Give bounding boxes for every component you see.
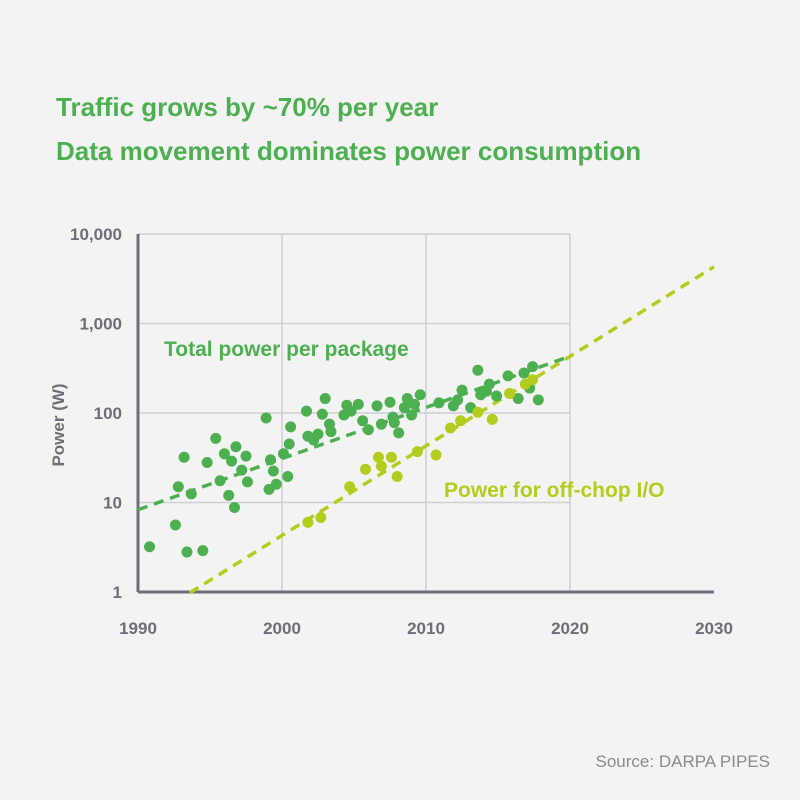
- total-power-point: [201, 456, 213, 468]
- y-tick-label: 1,000: [79, 315, 122, 334]
- x-tick-label: 2000: [263, 619, 301, 638]
- total-power-point: [345, 405, 357, 417]
- total-power-point: [214, 475, 226, 487]
- io-power-point: [472, 406, 484, 418]
- total-power-point: [267, 465, 279, 477]
- total-power-point: [512, 393, 524, 405]
- io-power-point: [527, 374, 539, 386]
- io-power-point: [372, 451, 384, 463]
- io-power-point: [486, 413, 498, 425]
- y-tick-label: 10: [103, 494, 122, 513]
- io-power-point: [391, 471, 403, 483]
- total-power-point: [352, 398, 364, 410]
- total-power-point: [226, 455, 238, 467]
- total-power-point: [456, 384, 468, 396]
- x-tick-label: 1990: [119, 619, 157, 638]
- total-power-point: [260, 412, 272, 424]
- annotations: Total power per package Power for off-cho…: [164, 338, 665, 502]
- total-power-point: [472, 364, 484, 376]
- total-power-point: [240, 450, 252, 462]
- io-power-point: [344, 481, 356, 493]
- axes: [136, 234, 714, 594]
- total-power-point: [388, 417, 400, 429]
- total-power-point: [197, 545, 209, 557]
- trend-line: [137, 354, 571, 512]
- total-power-point: [398, 402, 410, 414]
- total-power-point: [228, 501, 240, 513]
- total-power-point: [408, 398, 420, 410]
- label-io-power: Power for off-chop I/O: [444, 479, 665, 502]
- total-power-point: [181, 546, 193, 558]
- io-power-point: [444, 422, 456, 434]
- headline-traffic: Traffic grows by ~70% per year: [56, 92, 439, 122]
- x-tick-label: 2010: [407, 619, 445, 638]
- y-tick-label: 10,000: [70, 225, 122, 244]
- total-power-point: [375, 418, 387, 430]
- total-power-point: [236, 464, 248, 476]
- io-power-point: [430, 449, 442, 461]
- total-power-point: [210, 432, 222, 444]
- total-power-point: [518, 367, 530, 379]
- total-power-point: [393, 427, 405, 439]
- total-power-point: [185, 488, 197, 500]
- data-points: [144, 361, 544, 558]
- y-axis-label: Power (W): [49, 383, 68, 466]
- total-power-point: [172, 481, 184, 493]
- total-power-point: [406, 409, 418, 421]
- io-power-point: [504, 388, 516, 400]
- total-power-point: [502, 370, 514, 382]
- io-power-point: [375, 460, 387, 472]
- total-power-point: [483, 378, 495, 390]
- total-power-point: [362, 424, 374, 436]
- y-tick-label: 100: [94, 404, 122, 423]
- total-power-point: [270, 478, 282, 490]
- io-power-point: [385, 451, 397, 463]
- total-power-point: [283, 438, 295, 450]
- total-power-point: [452, 394, 464, 406]
- total-power-point: [241, 476, 253, 488]
- total-power-point: [218, 448, 230, 460]
- io-power-point: [360, 463, 372, 475]
- total-power-point: [169, 519, 181, 531]
- total-power-point: [357, 415, 369, 427]
- x-tick-label: 2020: [551, 619, 589, 638]
- source-note: Source: DARPA PIPES: [595, 752, 770, 771]
- total-power-point: [285, 421, 297, 433]
- total-power-point: [300, 405, 312, 417]
- total-power-point: [491, 390, 503, 402]
- io-power-point: [315, 511, 327, 523]
- total-power-point: [325, 426, 337, 438]
- total-power-point: [277, 448, 289, 460]
- io-power-point: [302, 516, 314, 528]
- total-power-point: [384, 396, 396, 408]
- y-tick-label: 1: [113, 583, 122, 602]
- total-power-point: [527, 361, 539, 373]
- total-power-point: [371, 400, 383, 412]
- tick-labels: 1990 2000 2010 2020 2030 1 10 100 1,000 10,000 Pow…: [49, 225, 733, 638]
- total-power-point: [230, 441, 242, 453]
- total-power-point: [144, 541, 156, 553]
- total-power-point: [178, 451, 190, 463]
- total-power-point: [319, 393, 331, 405]
- total-power-point: [316, 408, 328, 420]
- total-power-point: [264, 454, 276, 466]
- label-total-power: Total power per package: [164, 338, 409, 361]
- total-power-point: [433, 397, 445, 409]
- total-power-point: [282, 471, 294, 483]
- io-power-point: [455, 415, 467, 427]
- total-power-point: [223, 489, 235, 501]
- total-power-point: [532, 394, 544, 406]
- x-tick-label: 2030: [695, 619, 733, 638]
- total-power-point: [414, 389, 426, 401]
- headline-data-movement: Data movement dominates power consumptio…: [56, 136, 642, 166]
- io-power-point: [411, 446, 423, 458]
- grid-lines: [138, 233, 571, 592]
- total-power-point: [312, 428, 324, 440]
